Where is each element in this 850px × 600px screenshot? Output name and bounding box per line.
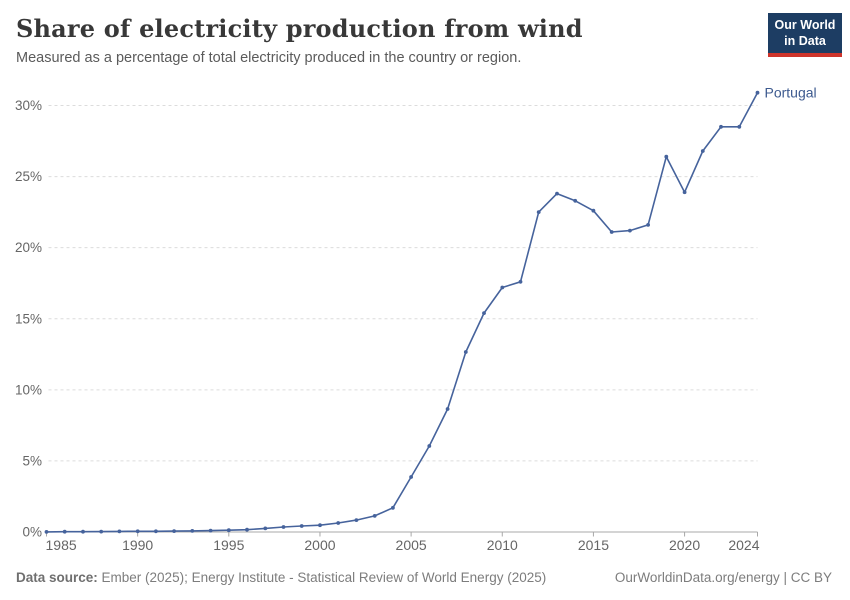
- data-point-2009: [482, 311, 486, 315]
- data-point-2005: [409, 475, 413, 479]
- credit-link[interactable]: OurWorldinData.org/energy | CC BY: [614, 570, 832, 585]
- data-point-1987: [81, 529, 85, 534]
- data-point-2020: [682, 190, 687, 195]
- data-point-2008: [463, 350, 468, 354]
- data-point-2012: [536, 210, 541, 215]
- x-tick-label-1985: 1985: [46, 537, 77, 553]
- x-tick-label-2015: 2015: [578, 537, 609, 553]
- data-point-1995: [226, 528, 231, 533]
- data-source-text: Ember (2025); Energy Institute - Statist…: [97, 570, 547, 585]
- data-point-1986: [62, 529, 67, 534]
- data-point-2002: [354, 518, 359, 522]
- data-point-2006: [427, 444, 432, 448]
- data-point-1989: [117, 529, 122, 534]
- x-tick-label-1990: 1990: [122, 537, 153, 553]
- data-point-2016: [609, 230, 614, 234]
- data-point-2011: [518, 279, 523, 284]
- data-point-2022: [719, 124, 723, 129]
- data-point-2000: [318, 523, 322, 528]
- line-markers: [44, 90, 760, 534]
- data-point-1999: [299, 524, 304, 528]
- y-tick-label-10: 10%: [15, 382, 42, 397]
- y-tick-label-0: 0%: [22, 525, 42, 540]
- data-source-label: Data source:: [16, 570, 98, 585]
- data-point-2003: [372, 514, 377, 518]
- data-point-1993: [190, 529, 195, 533]
- data-point-2010: [500, 285, 505, 290]
- data-point-1992: [172, 529, 177, 533]
- data-point-1994: [208, 528, 213, 533]
- data-point-2001: [336, 521, 341, 525]
- data-point-2018: [646, 223, 650, 227]
- data-point-1998: [281, 525, 286, 529]
- data-source-note: Data source: Ember (2025); Energy Instit…: [16, 570, 546, 585]
- x-tick-label-2005: 2005: [396, 537, 427, 553]
- y-tick-label-5: 5%: [22, 453, 42, 468]
- data-point-1988: [99, 529, 104, 534]
- data-point-2019: [664, 154, 669, 159]
- x-tick-label-2024: 2024: [728, 537, 759, 553]
- y-tick-label-20: 20%: [15, 240, 42, 255]
- chart-subtitle: Measured as a percentage of total electr…: [16, 50, 522, 66]
- x-tick-label-2020: 2020: [669, 537, 700, 553]
- data-point-1990: [135, 529, 140, 534]
- line-series-portugal: [45, 91, 759, 533]
- data-point-2024: [755, 90, 760, 95]
- data-point-1996: [245, 527, 249, 532]
- owid-logo-line1: Our World: [774, 18, 836, 32]
- data-point-2017: [628, 228, 632, 233]
- y-tick-label-30: 30%: [15, 98, 42, 113]
- x-tick-label-2000: 2000: [304, 537, 335, 553]
- y-tick-label-25: 25%: [15, 169, 42, 184]
- data-point-2023: [737, 124, 742, 129]
- x-tick-label-1995: 1995: [213, 537, 244, 553]
- x-tick-label-2010: 2010: [487, 537, 518, 553]
- owid-logo: Our World in Data: [768, 13, 842, 58]
- y-tick-label-15: 15%: [15, 311, 42, 326]
- data-point-1991: [154, 529, 158, 534]
- data-point-2013: [555, 191, 559, 196]
- page-title: Share of electricity production from win…: [16, 14, 583, 43]
- data-point-2004: [391, 505, 395, 510]
- data-point-2007: [445, 407, 450, 411]
- owid-logo-line2: in Data: [784, 33, 826, 48]
- series-label-portugal: Portugal: [765, 85, 817, 101]
- data-point-1985: [44, 530, 49, 534]
- data-point-1997: [263, 526, 268, 531]
- data-point-2021: [700, 149, 705, 153]
- data-point-2015: [591, 208, 596, 213]
- data-point-2014: [573, 198, 578, 203]
